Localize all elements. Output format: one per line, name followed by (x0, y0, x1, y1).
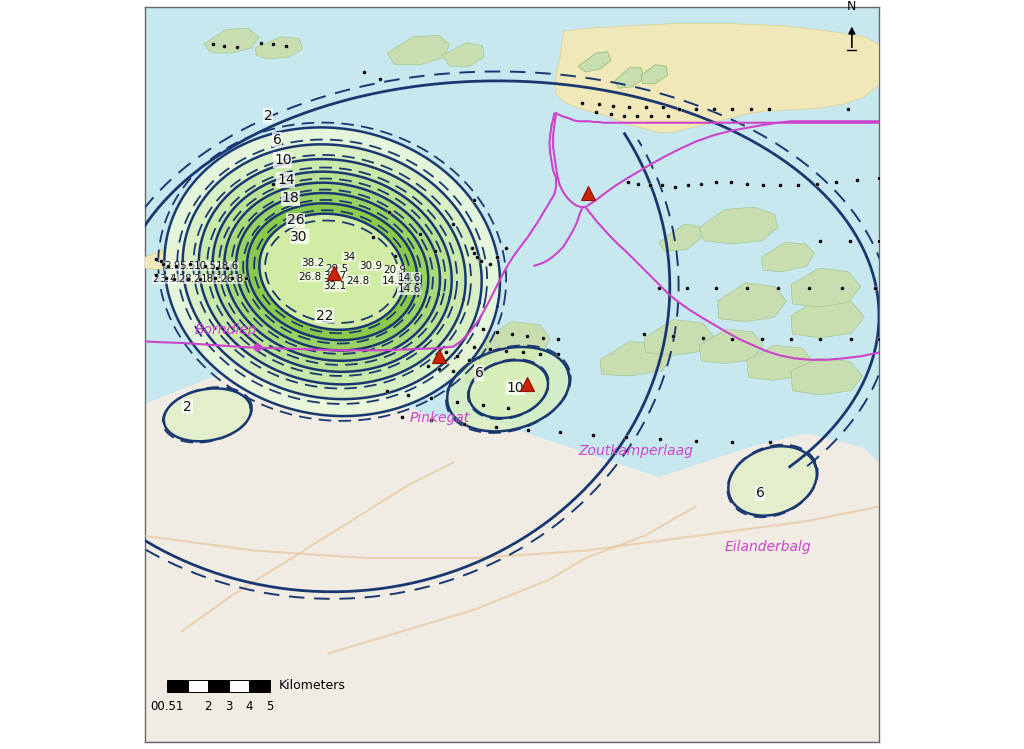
Text: Borndiep: Borndiep (195, 323, 257, 337)
Text: 34: 34 (342, 252, 355, 262)
Polygon shape (442, 43, 484, 66)
Polygon shape (213, 172, 452, 372)
Text: 30.9: 30.9 (359, 261, 383, 271)
Text: 3.1: 3.1 (159, 274, 175, 284)
Polygon shape (644, 320, 714, 356)
Polygon shape (791, 358, 863, 395)
Text: 4.2: 4.2 (170, 274, 186, 284)
Polygon shape (579, 52, 611, 72)
Text: 10.5: 10.5 (194, 261, 217, 271)
Polygon shape (762, 243, 814, 272)
Polygon shape (431, 336, 492, 373)
Polygon shape (482, 321, 550, 360)
Text: 18.3: 18.3 (201, 274, 224, 284)
Polygon shape (746, 345, 813, 380)
Text: N: N (847, 0, 856, 13)
Polygon shape (699, 207, 777, 244)
Polygon shape (728, 446, 817, 515)
Polygon shape (145, 244, 195, 270)
Bar (167, 680, 187, 691)
Polygon shape (182, 145, 481, 399)
Text: 30: 30 (291, 229, 308, 243)
Polygon shape (600, 342, 672, 376)
Polygon shape (145, 360, 879, 742)
Bar (249, 680, 269, 691)
Text: 4: 4 (246, 700, 253, 713)
Polygon shape (255, 37, 303, 59)
Text: 2: 2 (264, 109, 272, 123)
Polygon shape (165, 127, 500, 416)
Text: 18: 18 (282, 191, 299, 205)
Text: 14: 14 (278, 173, 295, 187)
Text: Pinkegat: Pinkegat (410, 411, 469, 425)
Polygon shape (447, 347, 569, 431)
Polygon shape (204, 28, 259, 53)
Text: 5.5: 5.5 (179, 261, 196, 271)
Polygon shape (469, 360, 548, 418)
Text: 14.5: 14.5 (382, 276, 404, 285)
Text: 20.9: 20.9 (383, 265, 407, 276)
Polygon shape (658, 224, 701, 251)
Polygon shape (236, 193, 428, 351)
Bar (187, 680, 208, 691)
Text: 2: 2 (153, 274, 160, 284)
Text: Zoutkamperlaag: Zoutkamperlaag (579, 444, 693, 458)
Text: 6: 6 (474, 366, 483, 380)
Polygon shape (699, 329, 763, 363)
Text: 8.2: 8.2 (184, 274, 201, 284)
Text: 6: 6 (272, 133, 282, 147)
Polygon shape (791, 268, 860, 307)
Text: 31.7: 31.7 (323, 271, 346, 281)
Text: 10: 10 (274, 153, 292, 167)
Text: 24.8: 24.8 (346, 276, 370, 285)
Text: Kilometers: Kilometers (279, 679, 345, 692)
Text: 3: 3 (225, 700, 232, 713)
Polygon shape (464, 344, 535, 383)
Polygon shape (199, 159, 466, 384)
Text: 26: 26 (287, 213, 304, 228)
Text: 00.51: 00.51 (151, 700, 183, 713)
Text: 5: 5 (266, 700, 273, 713)
Text: 26.8: 26.8 (220, 274, 244, 284)
Text: 18.6: 18.6 (216, 261, 239, 271)
Polygon shape (791, 297, 864, 338)
Polygon shape (259, 213, 404, 330)
Text: 2: 2 (183, 400, 191, 413)
Bar (228, 680, 249, 691)
Text: 14.6: 14.6 (397, 285, 421, 294)
Text: 2.9: 2.9 (165, 261, 181, 271)
Polygon shape (614, 67, 644, 88)
Polygon shape (224, 183, 440, 361)
Polygon shape (555, 24, 879, 133)
Polygon shape (164, 389, 251, 441)
Bar (208, 680, 228, 691)
Text: 10: 10 (507, 380, 524, 395)
Polygon shape (718, 283, 786, 321)
Text: 38.2: 38.2 (301, 258, 324, 268)
Text: Eilanderbalg: Eilanderbalg (725, 540, 811, 554)
Text: 29.5: 29.5 (326, 264, 349, 274)
Polygon shape (387, 35, 450, 64)
Text: 2: 2 (205, 700, 212, 713)
Text: 14.6: 14.6 (397, 273, 421, 282)
Polygon shape (641, 64, 668, 84)
Text: 22: 22 (316, 309, 334, 323)
Text: 6: 6 (756, 486, 765, 500)
Text: 26.8: 26.8 (299, 272, 322, 282)
Text: 32.1: 32.1 (323, 282, 346, 291)
Polygon shape (247, 203, 418, 340)
